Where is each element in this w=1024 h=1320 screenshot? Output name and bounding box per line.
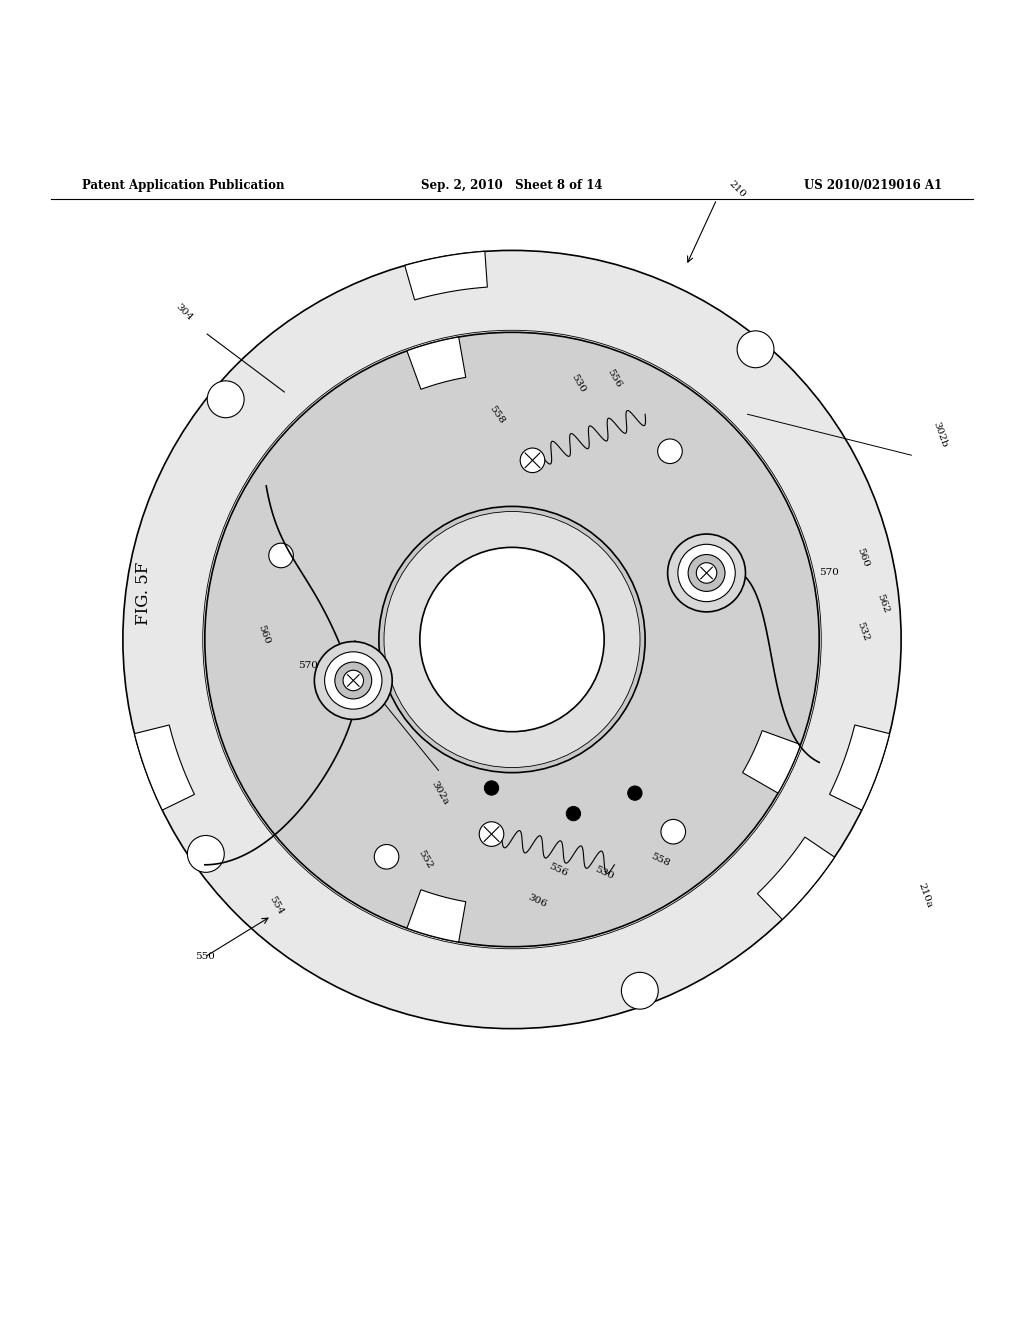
Circle shape [628,785,642,800]
Text: 552: 552 [416,849,434,870]
Text: US 2010/0219016 A1: US 2010/0219016 A1 [804,180,942,193]
Text: 306: 306 [346,639,364,660]
Circle shape [520,447,545,473]
Polygon shape [407,890,466,942]
Circle shape [484,781,499,795]
Circle shape [314,642,392,719]
Circle shape [657,440,682,463]
Circle shape [420,548,604,731]
Circle shape [123,251,901,1028]
Polygon shape [134,725,195,810]
Circle shape [660,820,685,843]
Text: 558: 558 [487,404,506,425]
Text: 570: 570 [819,569,839,577]
Text: 556: 556 [547,862,569,878]
Circle shape [678,544,735,602]
Circle shape [335,663,372,698]
Circle shape [688,554,725,591]
Text: 560: 560 [855,546,870,569]
Polygon shape [758,837,835,920]
Text: 532: 532 [415,627,432,648]
Circle shape [384,512,640,767]
Circle shape [325,652,382,709]
Text: Sep. 2, 2010   Sheet 8 of 14: Sep. 2, 2010 Sheet 8 of 14 [421,180,603,193]
Circle shape [737,331,774,368]
Circle shape [479,822,504,846]
Text: 210: 210 [727,178,748,199]
Text: 554: 554 [267,895,286,916]
Polygon shape [407,337,466,389]
Circle shape [207,381,244,417]
Circle shape [668,535,745,612]
Text: 560: 560 [256,623,271,645]
Circle shape [696,562,717,583]
Text: 210a: 210a [916,882,934,909]
Polygon shape [404,251,487,300]
Text: 302a: 302a [430,780,451,807]
Circle shape [566,807,581,821]
Circle shape [268,543,293,568]
Text: FIG. 5F: FIG. 5F [135,562,152,626]
Circle shape [343,671,364,690]
Circle shape [187,836,224,873]
Circle shape [205,333,819,946]
Text: 530: 530 [569,372,588,395]
Polygon shape [742,730,801,793]
Circle shape [374,845,398,869]
Text: 532: 532 [855,620,870,643]
Text: 306: 306 [526,892,549,909]
Text: 558: 558 [649,851,672,869]
Text: 302b: 302b [932,421,949,449]
Text: 530: 530 [593,865,615,882]
Text: 556: 556 [605,367,624,389]
Polygon shape [829,725,890,810]
Circle shape [622,973,658,1010]
Text: Patent Application Publication: Patent Application Publication [82,180,285,193]
Circle shape [379,507,645,772]
Text: 562: 562 [389,655,407,676]
Text: 550: 550 [195,953,215,961]
Text: 570: 570 [298,660,317,669]
Text: 562: 562 [876,593,891,615]
Text: 304: 304 [174,302,195,322]
